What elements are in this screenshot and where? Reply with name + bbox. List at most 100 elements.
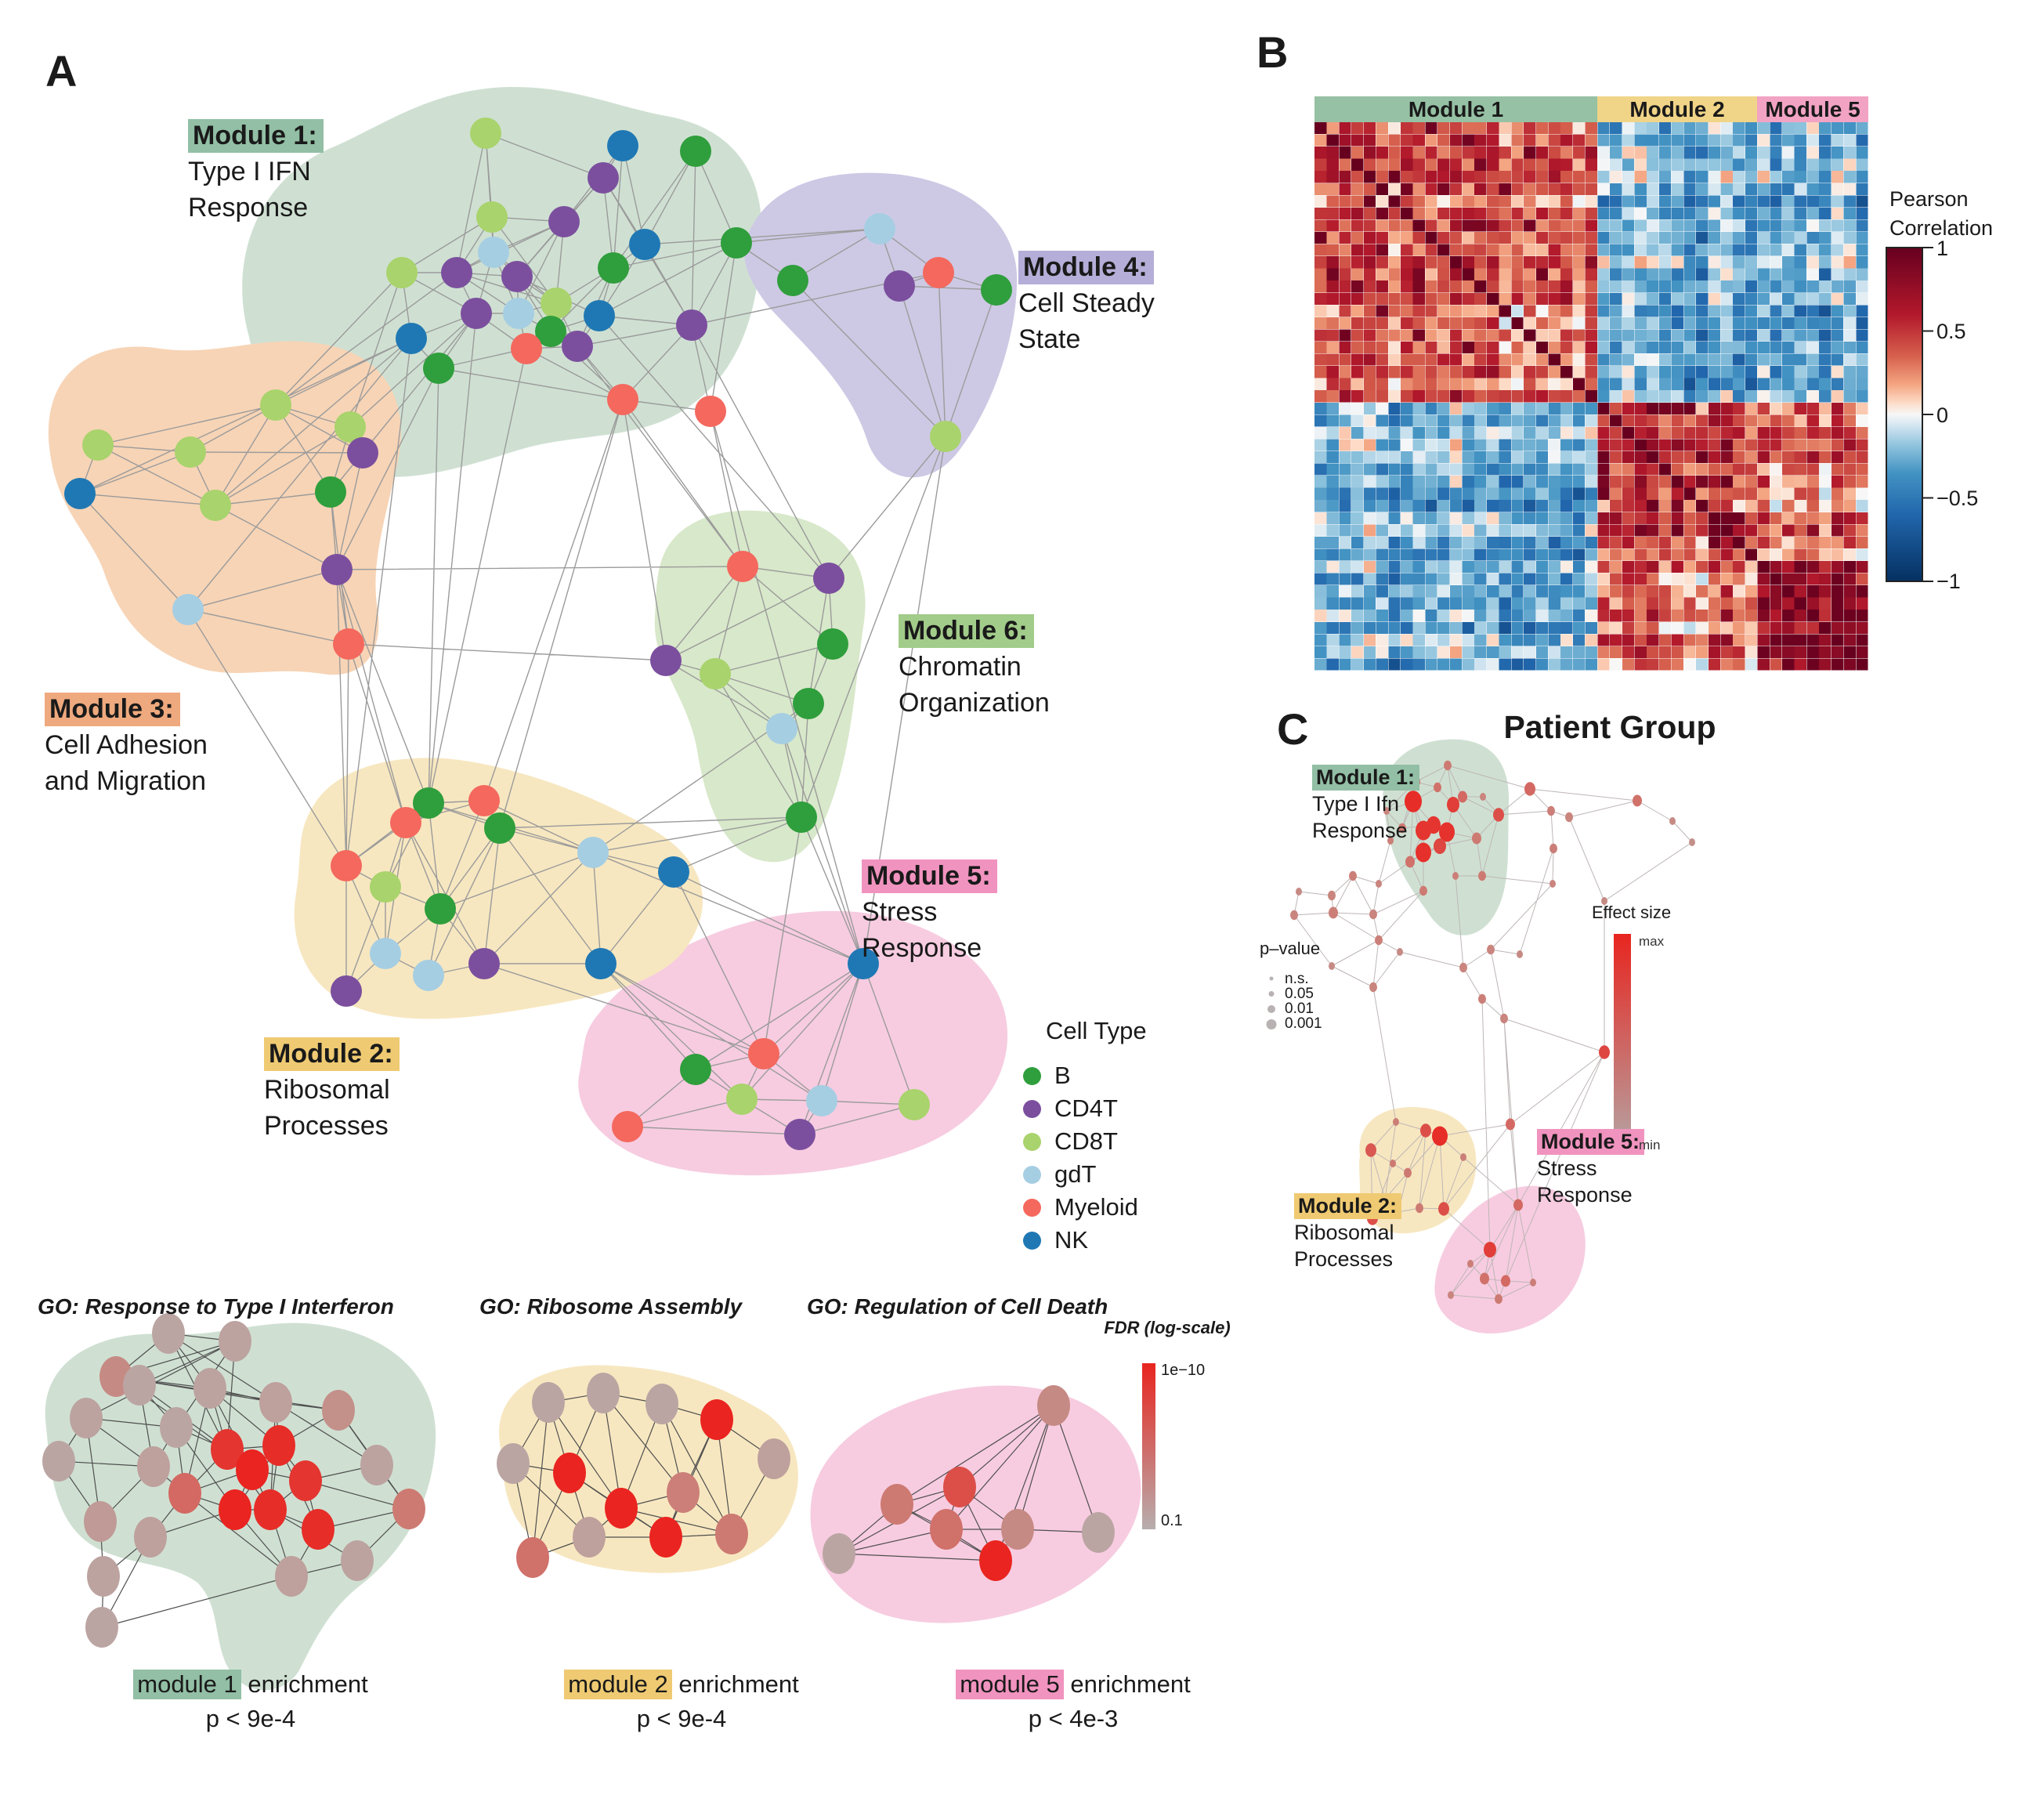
patient-node [1549, 843, 1557, 854]
go-node [160, 1407, 193, 1448]
gene-node [334, 411, 366, 443]
gene-node [848, 948, 879, 979]
gene-node [501, 261, 533, 292]
gene-node [726, 1084, 758, 1115]
heatmap-header-module-1: Module 1 [1314, 96, 1597, 122]
patient-node [1329, 906, 1338, 919]
go-node [649, 1517, 682, 1558]
pearson-colorbar [1886, 247, 1923, 582]
gene-node [577, 837, 609, 868]
patient-node [1458, 791, 1467, 803]
heatmap-header-module-2: Module 2 [1597, 96, 1757, 122]
go-title-cell-death: GO: Regulation of Cell Death [807, 1294, 1108, 1319]
gene-node [441, 257, 472, 288]
patient-node [1501, 1275, 1510, 1287]
panel-c-title: Patient Group [1503, 709, 1716, 745]
patient-node [1452, 872, 1459, 880]
gene-node [629, 229, 660, 260]
go-node [1037, 1385, 1070, 1426]
heatmap-header-module-5: Module 5 [1757, 96, 1868, 122]
patient-node [1328, 890, 1336, 901]
go-node [152, 1313, 185, 1354]
patient-node [1547, 805, 1555, 816]
patient-node [1506, 1118, 1515, 1131]
patient-node [1434, 782, 1441, 793]
pvalue-legend-dot [1266, 1019, 1277, 1029]
module-6-line2: Organization [899, 688, 1050, 718]
gene-node [470, 118, 501, 149]
gene-node [864, 213, 895, 244]
go-node [979, 1540, 1012, 1581]
gene-node [396, 323, 427, 354]
patient-node [1427, 816, 1441, 834]
legend-item-cd8t: CD8T [1023, 1125, 1138, 1158]
panel-c-module-1-label: Module 1: Type I Ifn Response [1312, 764, 1419, 844]
gdt-color-dot [1023, 1165, 1041, 1184]
pearson-tick-1: 1 [1936, 237, 1949, 260]
go-node [302, 1509, 334, 1550]
patient-node [1383, 807, 1390, 815]
go-node [700, 1399, 733, 1440]
gene-node [172, 594, 204, 625]
go-node [289, 1460, 322, 1501]
panel-c-module-2-label: Module 2: Ribosomal Processes [1294, 1192, 1401, 1272]
module-1-title: Module 1: [188, 119, 324, 153]
legend-item-b: B [1023, 1059, 1138, 1092]
module-4-line2: State [1018, 324, 1081, 354]
go-node [85, 1607, 118, 1648]
legend-item-gdt: gdT [1023, 1158, 1138, 1191]
gene-node [425, 893, 456, 924]
patient-node [1478, 993, 1486, 1004]
module-2-label: Module 2: Ribosomal Processes [264, 1036, 400, 1144]
gene-node [562, 331, 593, 362]
patient-node [1447, 797, 1459, 812]
module-4-label: Module 4: Cell Steady State [1018, 249, 1155, 357]
gene-node [64, 478, 96, 509]
gene-node [478, 237, 509, 268]
gene-node [676, 309, 707, 341]
gene-node [390, 807, 421, 838]
patient-node [1513, 1199, 1523, 1211]
go-blob-2 [810, 1385, 1141, 1623]
patient-node [1500, 1013, 1508, 1024]
cell-type-legend: B CD4T CD8T gdT Myeloid NK [1023, 1059, 1138, 1257]
gene-node [777, 265, 808, 296]
gene-node [700, 658, 731, 689]
gene-node [607, 384, 638, 415]
pvalue-legend-title: p–value [1260, 939, 1321, 958]
pvalue-0001: 0.001 [1285, 1015, 1322, 1032]
module-5-line1: Stress [862, 897, 938, 927]
gene-node [413, 787, 444, 819]
patient-node [1398, 823, 1406, 834]
go-node [84, 1501, 117, 1542]
patient-node [1329, 962, 1335, 970]
gene-node [748, 1038, 779, 1069]
module-5-enrichment-caption: module 5 enrichment p < 4e-3 [932, 1667, 1214, 1736]
go-node [573, 1517, 606, 1558]
patient-node [1438, 1202, 1449, 1216]
patient-node [1439, 822, 1455, 842]
gene-node [331, 975, 362, 1007]
go-node [42, 1441, 75, 1482]
module-1-enrichment-pvalue: p < 9e-4 [205, 1705, 296, 1732]
patient-node [1495, 1294, 1502, 1304]
go-node [1082, 1512, 1115, 1553]
gene-node [584, 300, 615, 331]
patient-network-edges [1293, 765, 1693, 1300]
fdr-legend-title: FDR (log-scale) [1104, 1318, 1231, 1337]
patient-node [1369, 909, 1377, 920]
go-node [1001, 1509, 1034, 1550]
pvalue-legend-dot [1267, 1005, 1275, 1013]
go-node [193, 1368, 226, 1409]
patient-node [1472, 832, 1481, 845]
gene-node [200, 490, 231, 521]
pvalue-005: 0.05 [1285, 986, 1314, 1002]
module-1-enrichment-caption: module 1 enrichment p < 9e-4 [110, 1667, 392, 1736]
gene-node [370, 938, 401, 969]
go-node [392, 1489, 425, 1529]
go-node [497, 1443, 530, 1484]
go-node [275, 1556, 308, 1597]
go-node [605, 1488, 638, 1529]
gene-node [541, 288, 572, 319]
module-2-enrichment-caption: module 2 enrichment p < 9e-4 [541, 1667, 823, 1736]
